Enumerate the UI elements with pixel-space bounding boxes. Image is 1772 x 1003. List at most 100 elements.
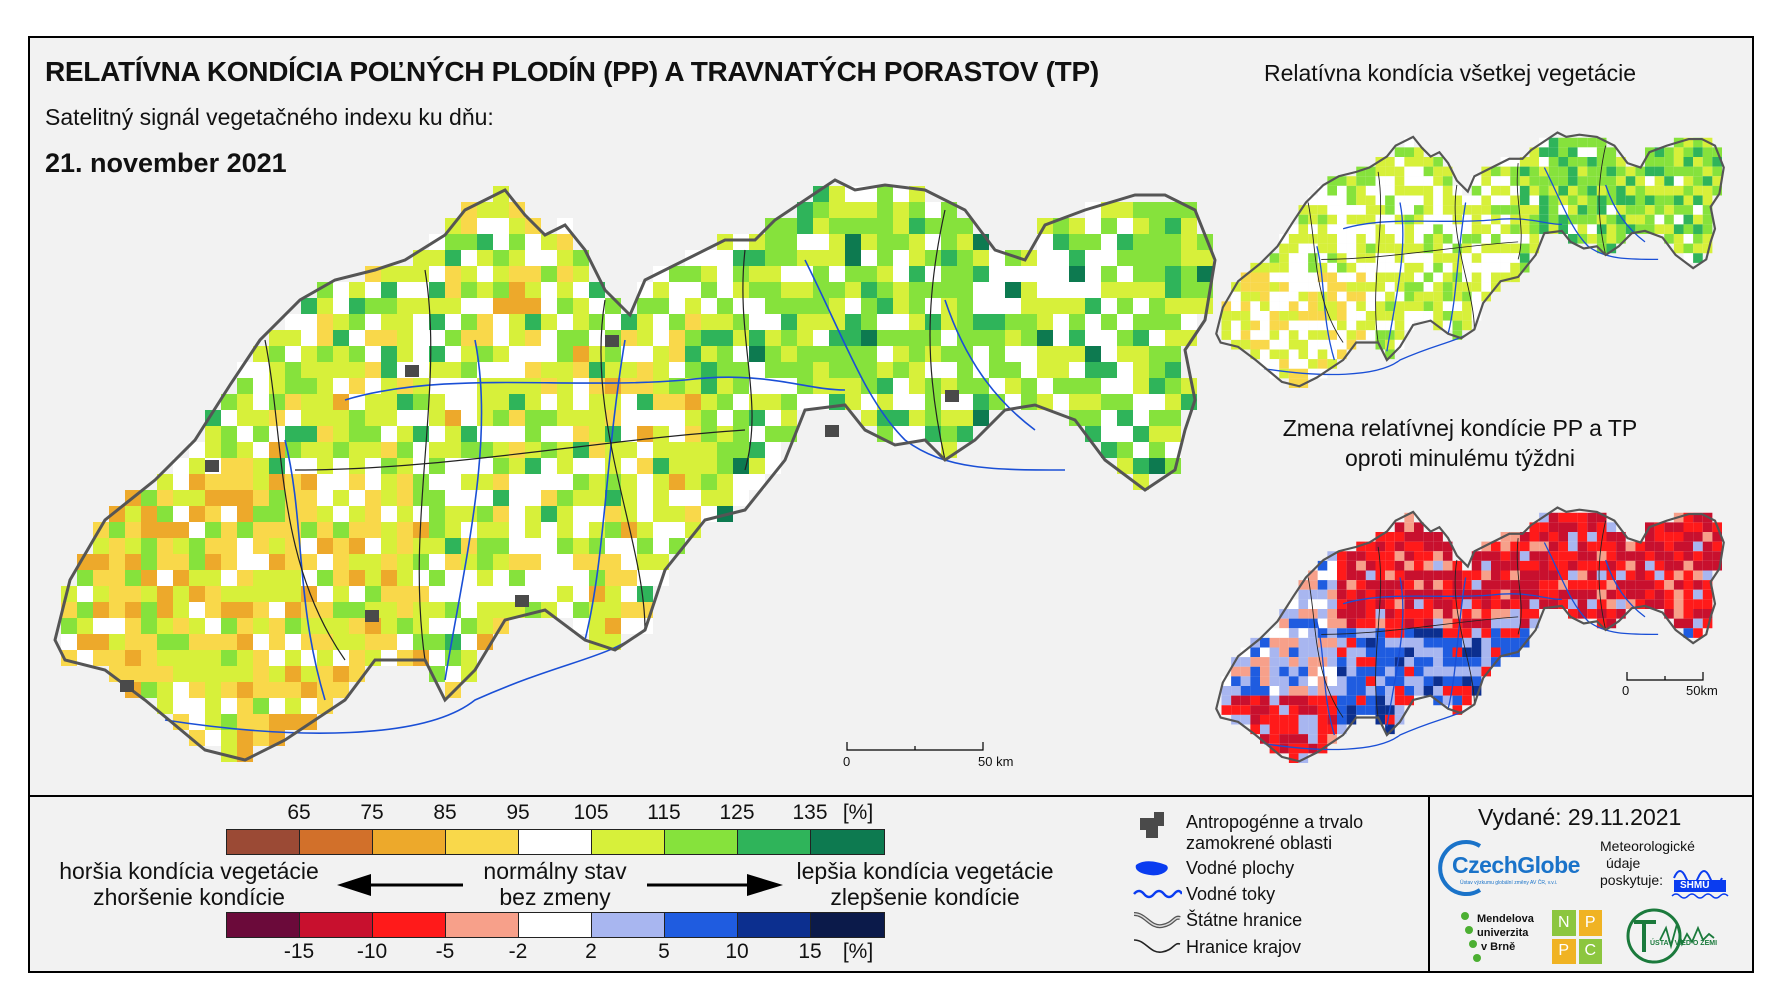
normal-description: normálny stav bez zmeny xyxy=(465,858,645,910)
left-arrow-icon xyxy=(337,874,463,896)
change-inset-map xyxy=(1215,506,1725,763)
normal-line1: normálny stav xyxy=(483,858,627,884)
state-border-line xyxy=(53,178,1217,762)
river-line xyxy=(164,629,646,734)
condition-tick-label: 75 xyxy=(360,801,384,824)
mendel-line3: v Brně xyxy=(1481,941,1516,953)
region-border-line xyxy=(929,209,946,461)
river-line xyxy=(1316,246,1336,361)
all-vegetation-inset-map xyxy=(1215,131,1725,388)
change-swatch xyxy=(227,913,300,937)
condition-tick-label: 135 xyxy=(792,801,828,824)
river-line xyxy=(1264,703,1475,751)
legend-divider xyxy=(28,795,1754,797)
change-tick-label: 15 xyxy=(798,940,822,963)
region-border-label: Hranice krajov xyxy=(1186,937,1302,957)
uvz-wordmark: ÚSTAV VIED O ZEMI xyxy=(1650,940,1718,947)
region-border-line xyxy=(1375,171,1382,343)
region-border-line xyxy=(1516,538,1522,635)
normal-line2: bez zmeny xyxy=(499,884,611,910)
condition-tick-label: 95 xyxy=(506,801,530,824)
river-line xyxy=(444,339,483,681)
change-swatch xyxy=(373,913,446,937)
change-tick-label: -10 xyxy=(356,940,388,963)
czechglobe-subtitle: Ústav výzkumu globální změny AV ČR, v.v.… xyxy=(1460,880,1558,886)
change-swatch xyxy=(592,913,665,937)
worse-line1: horšia kondícia vegetácie xyxy=(59,858,319,884)
anthropogenic-line1: Antropogénne a trvalo xyxy=(1186,812,1364,832)
page-title: RELATÍVNA KONDÍCIA POĽNÝCH PLODÍN (PP) A… xyxy=(45,56,1099,87)
region-border-line xyxy=(1307,202,1344,343)
region-border-line xyxy=(418,269,432,661)
mendel-line1: Mendelova xyxy=(1477,913,1534,925)
state-border-line xyxy=(1215,506,1725,763)
state-border-line xyxy=(1215,131,1725,388)
condition-swatch xyxy=(373,830,446,854)
region-border-line xyxy=(1321,241,1519,260)
river-line xyxy=(804,259,1066,471)
river-line xyxy=(344,376,846,401)
nppc-letter-1: N xyxy=(1552,910,1576,936)
inset-change-title-line1: Zmena relatívnej kondície PP a TP xyxy=(1282,415,1638,441)
water-bodies-label: Vodné plochy xyxy=(1186,858,1295,878)
region-border-icon xyxy=(1133,939,1181,953)
main-condition-map xyxy=(53,178,1217,762)
mendel-text: Mendelova univerzita v Brně xyxy=(1477,912,1534,954)
mendel-university-logo: Mendelova univerzita v Brně xyxy=(1455,908,1545,968)
change-tick-label: 5 xyxy=(658,940,670,963)
river-line xyxy=(1447,202,1467,334)
raster-cells xyxy=(61,186,1213,762)
issued-date: Vydané: 29.11.2021 xyxy=(1478,804,1682,830)
change-color-bar xyxy=(226,912,885,938)
state-border-icon xyxy=(1133,912,1181,929)
river-line xyxy=(584,339,626,641)
condition-swatch xyxy=(446,830,519,854)
change-tick-label: 10 xyxy=(725,940,749,963)
region-border-line xyxy=(294,429,746,471)
river-line xyxy=(1386,202,1404,352)
condition-swatch xyxy=(811,830,884,854)
raster-cells xyxy=(1221,512,1722,763)
shmu-logo: SHMÚ xyxy=(1670,858,1732,902)
change-swatch xyxy=(300,913,373,937)
river-line xyxy=(1447,577,1467,709)
main-scalebar-end: 50 km xyxy=(978,754,1014,769)
nppc-letter-3: P xyxy=(1552,938,1576,964)
uvz-logo: ÚSTAV VIED O ZEMI xyxy=(1620,906,1730,968)
condition-swatch xyxy=(665,830,738,854)
urban-area xyxy=(205,460,219,472)
river-line xyxy=(944,299,1036,431)
region-border-line xyxy=(1598,520,1607,631)
river-icon xyxy=(1133,889,1182,899)
nppc-letter-2: P xyxy=(1578,910,1602,936)
nppc-logo: N P P C xyxy=(1552,910,1602,964)
condition-color-bar xyxy=(226,829,885,855)
region-border-line xyxy=(1516,163,1522,260)
condition-swatch xyxy=(519,830,592,854)
better-line1: lepšia kondícia vegetácie xyxy=(796,858,1054,884)
region-border-line xyxy=(264,339,346,661)
better-description: lepšia kondícia vegetácie zlepšenie kond… xyxy=(780,858,1070,910)
meteo-line1: Meteorologické xyxy=(1600,838,1695,854)
condition-tick-label: 65 xyxy=(287,801,311,824)
inset-change-title-line2: oproti minulému týždni xyxy=(1344,445,1576,471)
urban-area xyxy=(365,610,379,622)
change-tick-label: -15 xyxy=(283,940,315,963)
urban-area xyxy=(120,680,134,692)
river-line xyxy=(1543,542,1659,636)
urban-area xyxy=(515,595,529,607)
rivers-label: Vodné toky xyxy=(1186,884,1276,904)
better-line2: zlepšenie kondície xyxy=(830,884,1020,910)
region-border-line xyxy=(1454,184,1475,330)
change-tick-label: [%] xyxy=(842,940,874,963)
anthropogenic-label: Antropogénne a trvalo zamokrené oblasti xyxy=(1186,812,1363,854)
condition-tick-label: [%] xyxy=(842,801,874,824)
river-line xyxy=(1342,593,1562,605)
region-border-line xyxy=(1454,559,1475,705)
shmu-wordmark: SHMÚ xyxy=(1680,880,1710,891)
change-scalebar-zero: 0 xyxy=(1622,683,1630,698)
region-border-line xyxy=(1307,577,1344,718)
condition-tick-label: 105 xyxy=(573,801,609,824)
anthropogenic-line2: zamokrené oblasti xyxy=(1186,833,1333,853)
change-tick-label: 2 xyxy=(585,940,597,963)
